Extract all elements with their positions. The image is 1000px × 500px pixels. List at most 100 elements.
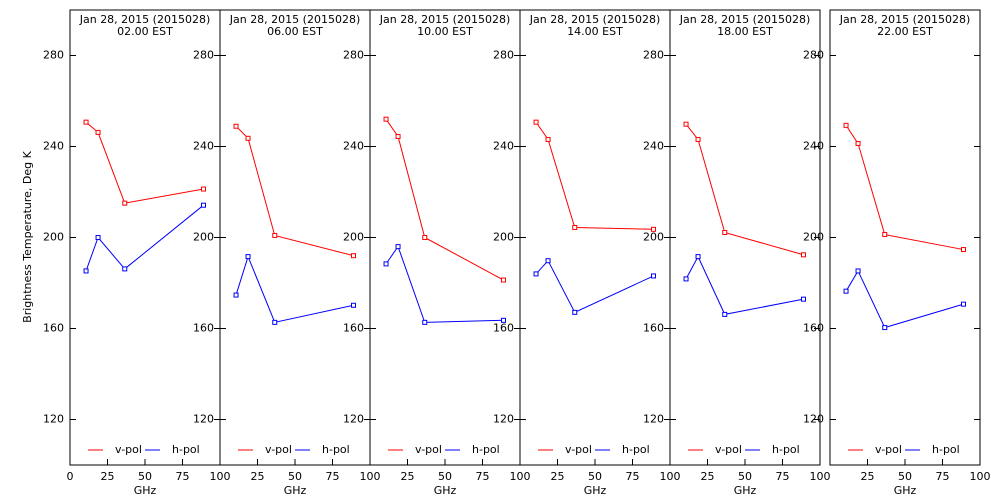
point-marker — [272, 319, 278, 325]
series-line — [385, 118, 504, 281]
x-tick-label: 100 — [810, 470, 831, 483]
point-marker — [201, 186, 206, 192]
point-marker — [722, 229, 728, 235]
point-marker — [533, 271, 539, 277]
x-tick-label: 75 — [776, 470, 790, 483]
x-axis-label: GHz — [584, 484, 607, 497]
panel-title: Jan 28, 2015 (2015028) — [679, 13, 811, 26]
x-tick-label: 50 — [438, 470, 452, 483]
x-tick-label: 50 — [588, 470, 602, 483]
point-marker — [683, 121, 689, 127]
legend-label: v-pol — [265, 443, 292, 456]
panel-title: Jan 28, 2015 (2015028) — [379, 13, 511, 26]
y-tick-label: 240 — [193, 140, 214, 153]
legend-label: v-pol — [715, 443, 742, 456]
y-tick-label: 280 — [343, 49, 364, 62]
legend-label: v-pol — [415, 443, 442, 456]
x-tick-label: 100 — [210, 470, 231, 483]
series-line — [535, 259, 654, 314]
point-marker — [501, 277, 506, 283]
point-marker — [501, 317, 506, 323]
y-tick-label: 280 — [493, 49, 514, 62]
point-marker — [855, 268, 861, 274]
y-tick-label: 160 — [43, 322, 64, 335]
y-tick-label: 120 — [193, 413, 214, 426]
point-marker — [683, 276, 689, 282]
y-tick-label: 240 — [493, 140, 514, 153]
series-line — [235, 255, 354, 323]
x-tick-label: 50 — [288, 470, 302, 483]
x-tick-label: 25 — [861, 470, 875, 483]
x-tick-label: 25 — [251, 470, 265, 483]
point-marker — [533, 119, 539, 125]
series-line — [85, 121, 204, 204]
point-marker — [572, 224, 578, 230]
y-tick-label: 200 — [343, 231, 364, 244]
y-tick-label: 200 — [803, 231, 824, 244]
y-tick-label: 200 — [193, 231, 214, 244]
x-tick-label: 75 — [326, 470, 340, 483]
legend-label: h-pol — [322, 443, 350, 456]
point-marker — [422, 235, 428, 240]
series-line — [235, 125, 354, 257]
x-axis-label: GHz — [434, 484, 457, 497]
point-marker — [395, 244, 401, 250]
point-marker — [245, 254, 251, 260]
point-marker — [395, 133, 401, 139]
point-marker — [572, 309, 578, 315]
x-axis-label: GHz — [284, 484, 307, 497]
y-tick-label: 280 — [643, 49, 664, 62]
x-tick-label: 100 — [360, 470, 381, 483]
point-marker — [83, 268, 89, 274]
panel-subtitle: 02.00 EST — [117, 25, 173, 38]
x-tick-label: 100 — [970, 470, 991, 483]
y-tick-label: 240 — [43, 140, 64, 153]
panel-subtitle: 14.00 EST — [567, 25, 623, 38]
panel-title: Jan 28, 2015 (2015028) — [79, 13, 211, 26]
y-tick-label: 160 — [803, 322, 824, 335]
legend-label: v-pol — [875, 443, 902, 456]
legend-label: v-pol — [565, 443, 592, 456]
point-marker — [801, 252, 806, 258]
y-tick-label: 120 — [343, 413, 364, 426]
legend-label: h-pol — [472, 443, 500, 456]
point-marker — [545, 136, 551, 142]
y-tick-label: 280 — [803, 49, 824, 62]
y-tick-label: 160 — [643, 322, 664, 335]
point-marker — [843, 122, 849, 128]
x-axis-label: GHz — [734, 484, 757, 497]
legend-label: h-pol — [932, 443, 960, 456]
series-line — [385, 245, 504, 323]
panel-title: Jan 28, 2015 (2015028) — [529, 13, 661, 26]
x-tick-label: 50 — [138, 470, 152, 483]
y-tick-label: 280 — [43, 49, 64, 62]
x-tick-label: 0 — [67, 470, 74, 483]
point-marker — [722, 311, 728, 317]
x-tick-label: 25 — [401, 470, 415, 483]
y-tick-label: 240 — [643, 140, 664, 153]
y-tick-label: 280 — [193, 49, 214, 62]
x-tick-label: 50 — [738, 470, 752, 483]
series-line — [685, 123, 804, 256]
x-tick-label: 25 — [551, 470, 565, 483]
x-tick-label: 25 — [701, 470, 715, 483]
legend-label: v-pol — [115, 443, 142, 456]
legend-label: h-pol — [772, 443, 800, 456]
point-marker — [95, 235, 101, 240]
point-marker — [201, 202, 206, 208]
y-tick-label: 240 — [803, 140, 824, 153]
point-marker — [695, 136, 701, 142]
panel-subtitle: 10.00 EST — [417, 25, 473, 38]
x-tick-label: 100 — [510, 470, 531, 483]
x-tick-label: 75 — [176, 470, 190, 483]
point-marker — [843, 288, 849, 294]
series-line — [845, 125, 964, 251]
legend-label: h-pol — [172, 443, 200, 456]
x-tick-label: 50 — [898, 470, 912, 483]
y-tick-label: 120 — [43, 413, 64, 426]
point-marker — [272, 232, 278, 238]
y-tick-label: 160 — [343, 322, 364, 335]
point-marker — [351, 302, 356, 308]
